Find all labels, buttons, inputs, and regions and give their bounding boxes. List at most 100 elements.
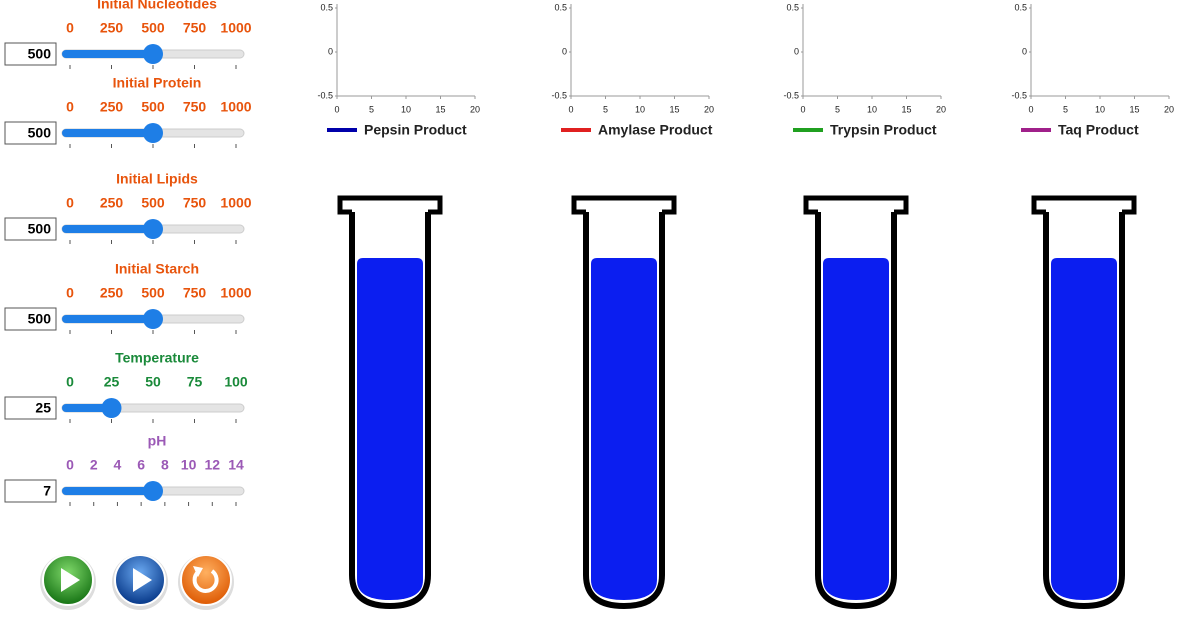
legend-label: Pepsin Product: [364, 122, 467, 138]
slider-tick-label: 250: [100, 20, 124, 36]
x-tick-label: 0: [800, 104, 805, 114]
slider-tick-label: 0: [66, 99, 74, 115]
x-tick-label: 5: [835, 104, 840, 114]
value-input[interactable]: [4, 42, 57, 66]
slider-tick-label: 0: [66, 195, 74, 211]
x-tick-label: 20: [1164, 104, 1174, 114]
y-tick-label: -0.5: [1011, 90, 1027, 100]
slider-tick-label: 0: [66, 20, 74, 36]
y-tick-label: 0: [328, 46, 333, 56]
slider-tick-label: 1000: [220, 20, 251, 36]
slider-tick-label: 750: [183, 195, 207, 211]
slider-tick-label: 1000: [220, 285, 251, 301]
slider-tick-label: 25: [104, 374, 120, 390]
x-tick-label: 5: [603, 104, 608, 114]
slider-tick-label: 6: [137, 457, 145, 473]
slider-tick-label: 500: [141, 195, 165, 211]
slider-tick-label: 500: [141, 285, 165, 301]
tube-fill: [823, 258, 889, 600]
slider-thumb[interactable]: [143, 44, 163, 64]
x-tick-label: 0: [1028, 104, 1033, 114]
value-input[interactable]: [4, 396, 57, 420]
y-tick-label: 0.5: [320, 2, 333, 12]
slider-tick-label: 1000: [220, 99, 251, 115]
slider-fill: [62, 129, 153, 137]
x-tick-label: 20: [470, 104, 480, 114]
slider-thumb[interactable]: [143, 309, 163, 329]
slider-thumb[interactable]: [101, 398, 122, 418]
y-tick-label: -0.5: [551, 90, 567, 100]
value-input-text: 500: [28, 125, 52, 141]
value-input[interactable]: [4, 217, 57, 241]
tube-lip: [337, 195, 443, 215]
slider-tick-label: 2: [90, 457, 98, 473]
slider-fill: [62, 225, 153, 233]
slider-tick-label: 750: [183, 285, 207, 301]
tube-lip: [1031, 195, 1137, 215]
slider-tick-label: 14: [228, 457, 244, 473]
slider-tick-label: 75: [187, 374, 203, 390]
value-input[interactable]: [4, 121, 57, 145]
tube-lip: [571, 195, 677, 215]
y-tick-label: -0.5: [317, 90, 333, 100]
slider-label: Initial Protein: [113, 75, 202, 91]
slider-thumb[interactable]: [143, 123, 163, 143]
value-input-text: 25: [35, 400, 51, 416]
tube-fill: [357, 258, 423, 600]
value-input-text: 500: [28, 221, 52, 237]
x-tick-label: 15: [901, 104, 911, 114]
x-tick-label: 15: [1129, 104, 1139, 114]
legend-label: Taq Product: [1058, 122, 1139, 138]
value-input[interactable]: [4, 479, 57, 503]
x-tick-label: 20: [704, 104, 714, 114]
slider-tick-label: 0: [66, 457, 74, 473]
legend-label: Amylase Product: [598, 122, 713, 138]
slider-fill: [62, 315, 153, 323]
x-tick-label: 10: [401, 104, 411, 114]
x-tick-label: 0: [334, 104, 339, 114]
slider-fill: [62, 487, 153, 495]
value-input[interactable]: [4, 307, 57, 331]
slider-tick-label: 4: [114, 457, 122, 473]
slider-tick-label: 1000: [220, 195, 251, 211]
slider-label: Initial Lipids: [116, 171, 198, 187]
slider-label: Initial Starch: [115, 261, 199, 277]
reset-button[interactable]: [178, 554, 234, 610]
slider-tick-label: 750: [183, 99, 207, 115]
slider-tick-label: 10: [181, 457, 197, 473]
test-tube: [583, 212, 665, 610]
step-button[interactable]: [112, 554, 168, 610]
value-input-text: 7: [43, 483, 51, 499]
tube-fill: [591, 258, 657, 600]
slider-tick-label: 8: [161, 457, 169, 473]
x-tick-label: 20: [936, 104, 946, 114]
tube-lip: [803, 195, 909, 215]
y-tick-label: -0.5: [783, 90, 799, 100]
slider-thumb[interactable]: [143, 219, 163, 239]
y-tick-label: 0.5: [786, 2, 799, 12]
slider-tick-label: 0: [66, 285, 74, 301]
slider-thumb[interactable]: [143, 481, 163, 501]
slider-label: Temperature: [115, 350, 199, 366]
slider-tick-label: 500: [141, 20, 165, 36]
value-input-text: 500: [28, 46, 52, 62]
x-tick-label: 10: [867, 104, 877, 114]
y-tick-label: 0.5: [554, 2, 567, 12]
slider-tick-label: 100: [224, 374, 248, 390]
y-tick-label: 0: [562, 46, 567, 56]
x-tick-label: 5: [1063, 104, 1068, 114]
x-tick-label: 10: [635, 104, 645, 114]
x-tick-label: 15: [435, 104, 445, 114]
test-tube: [1043, 212, 1125, 610]
slider-label: pH: [148, 433, 167, 449]
start-button[interactable]: [40, 554, 96, 610]
slider-label: Initial Nucleotides: [97, 0, 217, 12]
slider-tick-label: 500: [141, 99, 165, 115]
x-tick-label: 15: [669, 104, 679, 114]
slider-tick-label: 0: [66, 374, 74, 390]
test-tube: [349, 212, 431, 610]
y-tick-label: 0: [794, 46, 799, 56]
slider-tick-label: 12: [204, 457, 220, 473]
